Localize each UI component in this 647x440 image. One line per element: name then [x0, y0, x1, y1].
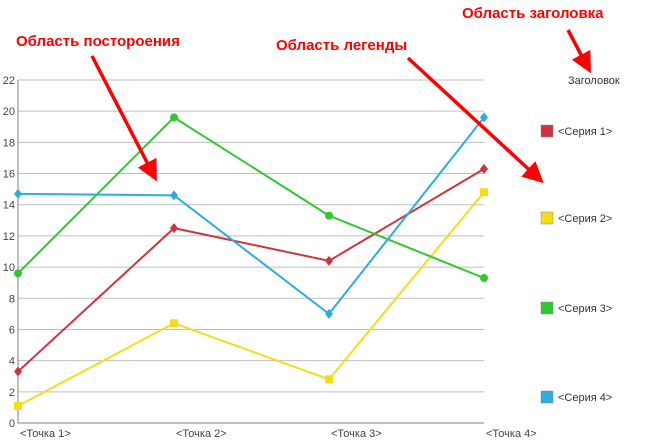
chart-title: Заголовок: [568, 75, 620, 87]
data-point: [14, 401, 22, 410]
y-tick-label: 18: [3, 137, 15, 149]
y-tick-label: 2: [9, 387, 15, 399]
callout-legend-area: Область легенды: [276, 37, 407, 54]
callout-arrow-plot: [90, 55, 157, 182]
x-tick-label: <Точка 3>: [331, 428, 382, 440]
data-point: [170, 319, 178, 328]
y-tick-label: 22: [3, 75, 15, 87]
callout-title-area: Область заголовка: [462, 5, 604, 22]
data-point: [480, 112, 488, 123]
data-point: [480, 163, 488, 174]
data-point: [14, 188, 22, 199]
series-group: [14, 112, 488, 410]
legend-label: <Серия 3>: [558, 303, 612, 315]
data-point: [170, 223, 178, 234]
data-point: [14, 269, 22, 278]
y-tick-label: 0: [9, 418, 15, 430]
data-point: [325, 308, 333, 319]
y-tick-label: 20: [3, 106, 15, 118]
legend-label: <Серия 2>: [558, 213, 612, 225]
legend-swatch: [540, 211, 554, 225]
data-point: [325, 375, 333, 384]
grid: [18, 79, 484, 393]
x-tick-label: <Точка 1>: [20, 428, 71, 440]
legend-swatch: [540, 301, 554, 315]
callout-arrow-legend: [406, 56, 544, 184]
x-tick-label: <Точка 2>: [176, 428, 227, 440]
data-point: [325, 255, 333, 266]
y-tick-label: 16: [3, 169, 15, 181]
legend-swatch: [540, 124, 554, 138]
y-tick-label: 12: [3, 231, 15, 243]
y-tick-label: 14: [3, 200, 15, 212]
legend: <Серия 1> <Серия 2> <Серия 3> <Серия 4>: [540, 124, 612, 404]
series-line: [17, 168, 485, 373]
y-tick-label: 8: [9, 293, 15, 305]
legend-label: <Серия 1>: [558, 126, 612, 138]
data-point: [170, 190, 178, 201]
y-tick-label: 6: [9, 324, 15, 336]
legend-label: <Серия 4>: [558, 392, 612, 404]
data-point: [480, 274, 488, 283]
y-tick-label: 4: [9, 356, 15, 368]
x-tick-label: <Точка 4>: [486, 428, 537, 440]
series-line: [17, 116, 485, 316]
data-point: [14, 366, 22, 377]
legend-swatch: [540, 390, 554, 404]
series-line: [17, 191, 485, 407]
y-tick-label: 10: [3, 262, 15, 274]
data-point: [170, 113, 178, 122]
data-point: [325, 211, 333, 220]
axes: 0 2 4 6 8 10 12 14 16 18 20 22 <Точка 1> <Точка 2> <То…: [3, 75, 537, 440]
data-point: [480, 188, 488, 197]
callout-arrow-title: [566, 29, 591, 74]
callout-plot-area: Область постороения: [16, 33, 180, 50]
